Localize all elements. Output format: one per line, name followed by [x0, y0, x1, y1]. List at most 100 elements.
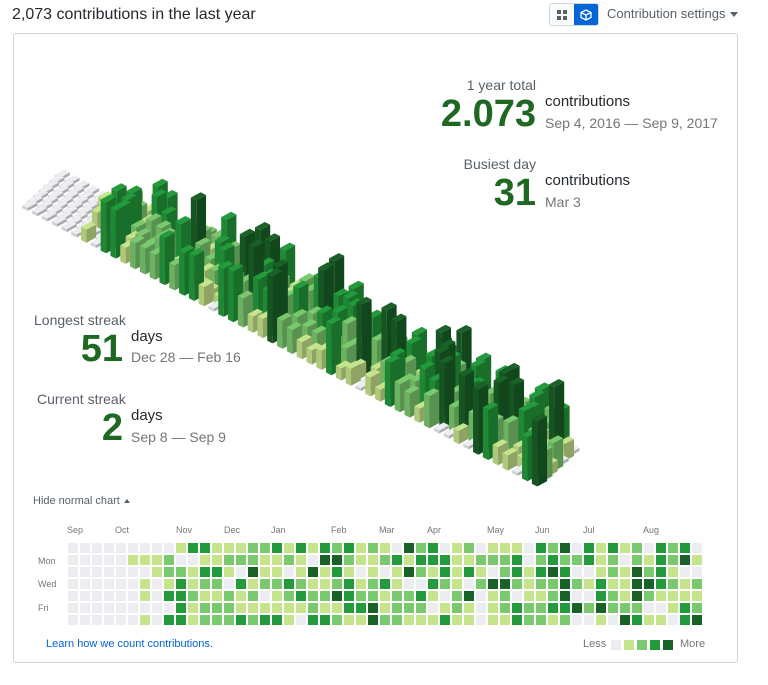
calendar-day-cell[interactable]: [320, 579, 330, 589]
calendar-day-cell[interactable]: [488, 555, 498, 565]
isometric-view-button[interactable]: [574, 4, 598, 25]
calendar-day-cell[interactable]: [368, 603, 378, 613]
calendar-day-cell[interactable]: [212, 579, 222, 589]
calendar-day-cell[interactable]: [116, 603, 126, 613]
calendar-day-cell[interactable]: [356, 615, 366, 625]
calendar-day-cell[interactable]: [80, 603, 90, 613]
calendar-day-cell[interactable]: [536, 567, 546, 577]
calendar-day-cell[interactable]: [632, 591, 642, 601]
calendar-day-cell[interactable]: [440, 567, 450, 577]
calendar-day-cell[interactable]: [80, 543, 90, 553]
calendar-day-cell[interactable]: [272, 543, 282, 553]
calendar-day-cell[interactable]: [692, 615, 702, 625]
calendar-day-cell[interactable]: [524, 615, 534, 625]
calendar-day-cell[interactable]: [224, 591, 234, 601]
calendar-day-cell[interactable]: [296, 555, 306, 565]
calendar-day-cell[interactable]: [656, 567, 666, 577]
calendar-day-cell[interactable]: [632, 579, 642, 589]
calendar-day-cell[interactable]: [260, 555, 270, 565]
calendar-day-cell[interactable]: [476, 615, 486, 625]
calendar-day-cell[interactable]: [308, 555, 318, 565]
calendar-day-cell[interactable]: [416, 615, 426, 625]
calendar-day-cell[interactable]: [80, 591, 90, 601]
calendar-day-cell[interactable]: [176, 615, 186, 625]
calendar-day-cell[interactable]: [632, 543, 642, 553]
calendar-day-cell[interactable]: [584, 591, 594, 601]
calendar-day-cell[interactable]: [92, 603, 102, 613]
calendar-day-cell[interactable]: [188, 615, 198, 625]
calendar-day-cell[interactable]: [644, 567, 654, 577]
calendar-day-cell[interactable]: [488, 567, 498, 577]
calendar-day-cell[interactable]: [572, 591, 582, 601]
calendar-day-cell[interactable]: [248, 543, 258, 553]
calendar-day-cell[interactable]: [668, 543, 678, 553]
calendar-day-cell[interactable]: [416, 567, 426, 577]
calendar-day-cell[interactable]: [680, 615, 690, 625]
calendar-day-cell[interactable]: [464, 603, 474, 613]
calendar-day-cell[interactable]: [440, 603, 450, 613]
calendar-day-cell[interactable]: [356, 543, 366, 553]
calendar-day-cell[interactable]: [296, 567, 306, 577]
calendar-day-cell[interactable]: [428, 603, 438, 613]
calendar-day-cell[interactable]: [272, 603, 282, 613]
calendar-day-cell[interactable]: [632, 555, 642, 565]
calendar-day-cell[interactable]: [260, 615, 270, 625]
calendar-day-cell[interactable]: [512, 579, 522, 589]
calendar-day-cell[interactable]: [572, 555, 582, 565]
calendar-day-cell[interactable]: [452, 603, 462, 613]
calendar-day-cell[interactable]: [368, 579, 378, 589]
calendar-day-cell[interactable]: [332, 567, 342, 577]
calendar-day-cell[interactable]: [536, 615, 546, 625]
calendar-day-cell[interactable]: [596, 603, 606, 613]
calendar-day-cell[interactable]: [392, 567, 402, 577]
calendar-day-cell[interactable]: [260, 591, 270, 601]
calendar-day-cell[interactable]: [368, 567, 378, 577]
calendar-day-cell[interactable]: [128, 591, 138, 601]
calendar-day-cell[interactable]: [404, 567, 414, 577]
calendar-day-cell[interactable]: [152, 543, 162, 553]
calendar-day-cell[interactable]: [584, 567, 594, 577]
calendar-day-cell[interactable]: [476, 543, 486, 553]
calendar-day-cell[interactable]: [680, 591, 690, 601]
calendar-day-cell[interactable]: [452, 579, 462, 589]
calendar-day-cell[interactable]: [68, 615, 78, 625]
calendar-day-cell[interactable]: [476, 591, 486, 601]
calendar-day-cell[interactable]: [608, 543, 618, 553]
calendar-day-cell[interactable]: [332, 555, 342, 565]
calendar-day-cell[interactable]: [596, 567, 606, 577]
calendar-day-cell[interactable]: [272, 567, 282, 577]
calendar-day-cell[interactable]: [416, 603, 426, 613]
calendar-day-cell[interactable]: [272, 579, 282, 589]
calendar-day-cell[interactable]: [668, 615, 678, 625]
calendar-day-cell[interactable]: [284, 615, 294, 625]
learn-how-we-count-link[interactable]: Learn how we count contributions.: [46, 638, 213, 650]
calendar-day-cell[interactable]: [620, 567, 630, 577]
calendar-day-cell[interactable]: [224, 555, 234, 565]
calendar-day-cell[interactable]: [380, 567, 390, 577]
calendar-day-cell[interactable]: [332, 543, 342, 553]
calendar-day-cell[interactable]: [200, 603, 210, 613]
calendar-day-cell[interactable]: [248, 567, 258, 577]
calendar-day-cell[interactable]: [344, 543, 354, 553]
calendar-day-cell[interactable]: [68, 543, 78, 553]
calendar-day-cell[interactable]: [548, 543, 558, 553]
calendar-day-cell[interactable]: [416, 555, 426, 565]
calendar-day-cell[interactable]: [488, 615, 498, 625]
calendar-day-cell[interactable]: [284, 591, 294, 601]
calendar-day-cell[interactable]: [680, 567, 690, 577]
calendar-day-cell[interactable]: [116, 615, 126, 625]
calendar-day-cell[interactable]: [524, 603, 534, 613]
calendar-day-cell[interactable]: [632, 615, 642, 625]
calendar-day-cell[interactable]: [128, 603, 138, 613]
calendar-day-cell[interactable]: [356, 603, 366, 613]
calendar-day-cell[interactable]: [392, 579, 402, 589]
calendar-day-cell[interactable]: [464, 543, 474, 553]
calendar-day-cell[interactable]: [344, 615, 354, 625]
calendar-day-cell[interactable]: [476, 603, 486, 613]
calendar-day-cell[interactable]: [68, 603, 78, 613]
calendar-day-cell[interactable]: [140, 579, 150, 589]
calendar-day-cell[interactable]: [368, 615, 378, 625]
calendar-day-cell[interactable]: [140, 555, 150, 565]
calendar-day-cell[interactable]: [668, 567, 678, 577]
calendar-day-cell[interactable]: [464, 591, 474, 601]
